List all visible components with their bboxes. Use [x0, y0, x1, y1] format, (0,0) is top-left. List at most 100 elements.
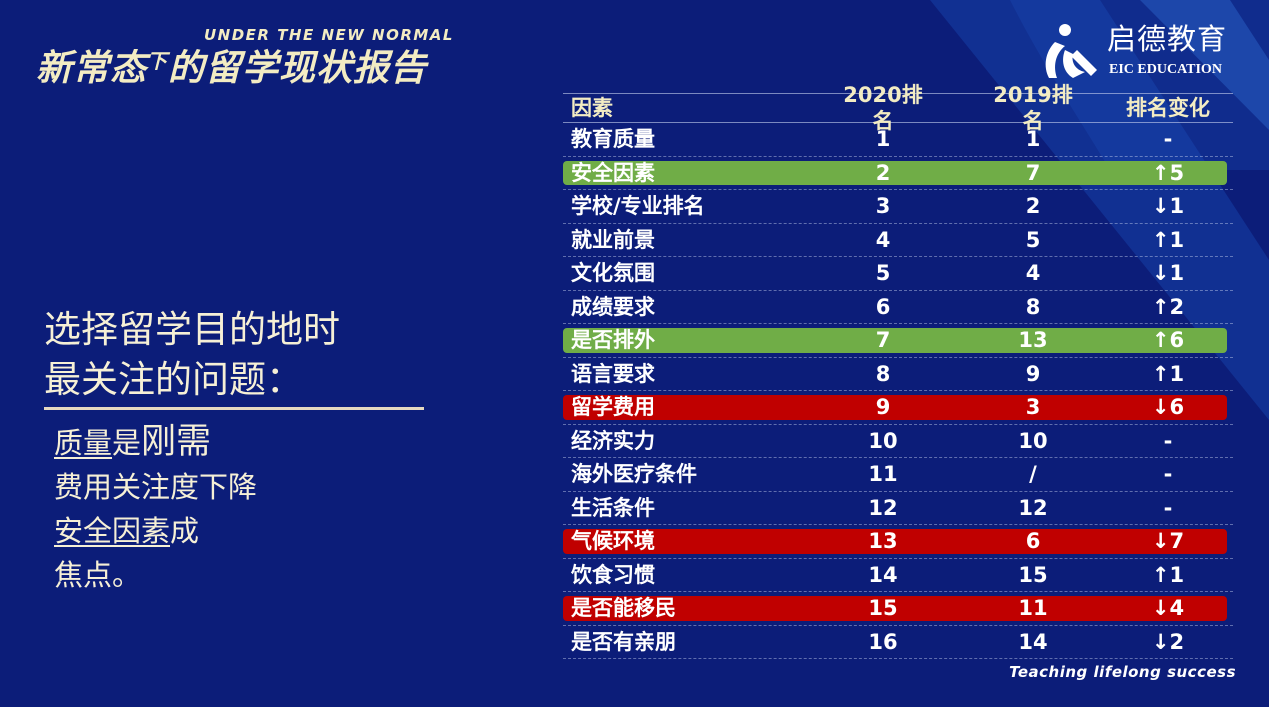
logo-name-en: EIC EDUCATION — [1109, 62, 1222, 77]
rank-2020-cell: 3 — [875, 194, 891, 219]
table-row: 生活条件 12 12 - — [563, 492, 1233, 525]
eic-logo-icon — [1045, 24, 1097, 78]
table-row: 是否有亲朋 16 14 ↓2 — [563, 626, 1233, 659]
point-3-b: 成 — [170, 514, 200, 548]
table-row: 气候环境 13 6 ↓7 — [563, 525, 1233, 559]
rank-2020-cell: 16 — [868, 629, 898, 654]
factor-cell: 成绩要求 — [571, 294, 655, 319]
change-cell: ↓1 — [1151, 194, 1185, 219]
rank-2019-cell: 5 — [1025, 227, 1041, 252]
change-cell: ↑1 — [1151, 361, 1185, 386]
rank-2019-cell: 2 — [1025, 194, 1041, 219]
rank-2020-cell: 14 — [868, 562, 898, 587]
logo: 启德教育 EIC EDUCATION — [1035, 22, 1235, 82]
table-row: 饮食习惯 14 15 ↑1 — [563, 559, 1233, 592]
point-1-b: 是 — [112, 426, 142, 460]
change-cell: ↑5 — [1151, 160, 1185, 185]
table-row: 海外医疗条件 11 / - — [563, 458, 1233, 492]
rank-2019-cell: 10 — [1018, 428, 1048, 453]
title-small: 下 — [147, 49, 169, 73]
factor-cell: 气候环境 — [571, 529, 655, 554]
tagline: Teaching lifelong success — [1009, 663, 1236, 681]
rank-2020-cell: 7 — [875, 328, 891, 353]
point-2: 费用关注度下降 — [54, 470, 258, 504]
rank-2019-cell: 3 — [1025, 395, 1041, 420]
change-cell: ↓2 — [1151, 629, 1185, 654]
point-4: 焦点。 — [54, 558, 142, 592]
ranking-table: 因素 2020排名 2019排名 排名变化 教育质量 1 1- 安全因素 2 7 ↑5 学校/… — [563, 83, 1233, 659]
rank-2020-cell: 6 — [875, 294, 891, 319]
table-row: 就业前景 4 5 ↑1 — [563, 224, 1233, 257]
row-highlight — [563, 395, 1227, 420]
title-suffix: 的留学现状报告 — [168, 48, 428, 89]
change-cell: ↑2 — [1151, 294, 1185, 319]
rank-2020-cell: 10 — [868, 428, 898, 453]
rank-2019-cell: 15 — [1018, 562, 1048, 587]
rank-2019-cell: 13 — [1018, 328, 1048, 353]
header-change: 排名变化 — [1126, 96, 1210, 120]
table-row: 语言要求 8 9 ↑1 — [563, 358, 1233, 391]
change-cell: ↑6 — [1151, 328, 1185, 353]
rank-2020-cell: 9 — [875, 395, 891, 420]
header-factor: 因素 — [571, 96, 613, 120]
rank-2019-cell: 9 — [1025, 361, 1041, 386]
table-header: 因素 2020排名 2019排名 排名变化 — [563, 83, 1233, 133]
key-points: 质量是刚需 费用关注度下降 安全因素成 焦点。 — [54, 420, 257, 597]
table-row: 留学费用 9 3 ↓6 — [563, 391, 1233, 425]
rank-2019-cell: 6 — [1025, 529, 1041, 554]
factor-cell: 语言要求 — [571, 361, 655, 386]
rank-2019-cell: 11 — [1018, 596, 1048, 621]
rank-2020-cell: 4 — [875, 227, 891, 252]
point-3-a: 安全因素 — [54, 514, 171, 548]
header-2020: 2020排名 — [843, 83, 923, 133]
point-1: 质量是刚需 — [54, 420, 257, 465]
factor-cell: 海外医疗条件 — [571, 462, 697, 487]
table-row: 安全因素 2 7 ↑5 — [563, 157, 1233, 190]
page-title: 新常态下的留学现状报告 — [36, 50, 427, 88]
change-cell: ↓7 — [1151, 529, 1185, 554]
change-cell: ↓6 — [1151, 395, 1185, 420]
table-row: 教育质量 1 1 - — [563, 123, 1233, 157]
divider — [44, 407, 424, 410]
change-cell: ↑1 — [1151, 227, 1185, 252]
factor-cell: 就业前景 — [571, 227, 655, 252]
row-highlight — [563, 328, 1227, 353]
rank-2020-cell: 1 — [875, 127, 891, 152]
factor-cell: 饮食习惯 — [571, 562, 655, 587]
change-cell: - — [1163, 127, 1173, 152]
factor-cell: 经济实力 — [571, 428, 655, 453]
question-line-2: 最关注的问题： — [44, 358, 303, 401]
point-1-a: 质量 — [54, 426, 113, 460]
row-highlight — [563, 596, 1227, 621]
change-cell: ↑1 — [1151, 562, 1185, 587]
factor-cell: 安全因素 — [571, 160, 655, 185]
logo-name-cn: 启德教育 — [1107, 22, 1228, 56]
factor-cell: 是否有亲朋 — [571, 629, 676, 654]
change-cell: - — [1163, 462, 1173, 487]
factor-cell: 教育质量 — [571, 127, 655, 152]
row-highlight — [563, 529, 1227, 554]
title-english: UNDER THE NEW NORMAL — [204, 26, 454, 44]
factor-cell: 文化氛围 — [571, 261, 655, 286]
table-row: 成绩要求 6 8 ↑2 — [563, 291, 1233, 324]
change-cell: ↓4 — [1151, 596, 1185, 621]
table-row: 是否能移民 15 11 ↓4 — [563, 592, 1233, 626]
question-line-1: 选择留学目的地时 — [44, 308, 340, 351]
rank-2019-cell: 1 — [1025, 127, 1041, 152]
point-3: 安全因素成 — [54, 509, 257, 553]
table-row: 学校/专业排名 3 2 ↓1 — [563, 190, 1233, 224]
factor-cell: 学校/专业排名 — [571, 194, 705, 219]
rank-2019-cell: 8 — [1025, 294, 1041, 319]
header-2019: 2019排名 — [993, 83, 1073, 133]
change-cell: - — [1163, 495, 1173, 520]
rank-2020-cell: 5 — [875, 261, 891, 286]
table-row: 经济实力 10 10 - — [563, 425, 1233, 458]
factor-cell: 留学费用 — [571, 395, 655, 420]
rank-2019-cell: / — [1029, 462, 1037, 487]
rank-2019-cell: 12 — [1018, 495, 1048, 520]
rank-2020-cell: 2 — [875, 160, 891, 185]
change-cell: - — [1163, 428, 1173, 453]
rank-2020-cell: 11 — [868, 462, 898, 487]
title-prefix: 新常态 — [36, 48, 148, 89]
